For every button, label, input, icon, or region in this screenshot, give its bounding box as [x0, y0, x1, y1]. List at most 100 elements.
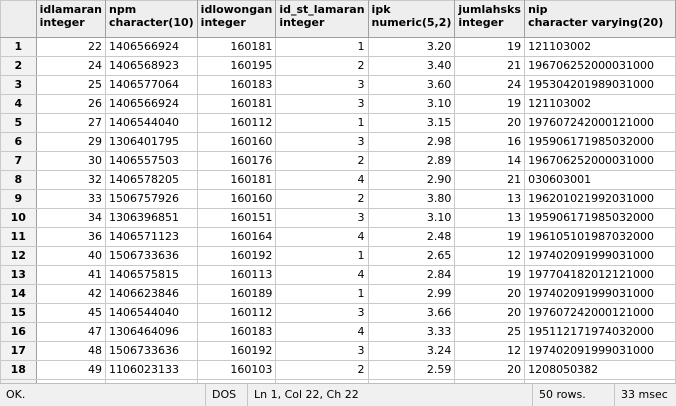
cell-jumlahsks[interactable]: 19 — [454, 37, 526, 57]
row-number[interactable]: 4 — [0, 94, 37, 114]
cell-ipk[interactable]: 2.84 — [367, 265, 456, 285]
cell-npm[interactable]: 1406575815 — [105, 265, 198, 285]
table-row[interactable]: 4 26 1406566924 160181 3 3.10 19 121103002 — [0, 94, 676, 114]
cell-idlowongan[interactable]: 160183 — [196, 75, 277, 95]
cell-idlamaran[interactable]: 47 — [35, 322, 107, 342]
cell-idlamaran[interactable]: 25 — [35, 75, 107, 95]
cell-idlowongan[interactable]: 160176 — [196, 151, 277, 171]
cell-nip[interactable]: 121103002 — [524, 37, 676, 57]
cell-ipk[interactable]: 2.89 — [367, 151, 456, 171]
cell-nip[interactable]: 198704262012121000 — [524, 379, 676, 383]
cell-npm[interactable]: 1306401795 — [105, 132, 198, 152]
cell-idlamaran[interactable]: 45 — [35, 303, 107, 323]
cell-nip[interactable]: 196105101987032000 — [524, 227, 676, 247]
row-number[interactable]: 3 — [0, 75, 37, 95]
cell-ipk[interactable]: 3.33 — [367, 322, 456, 342]
column-header-idlamaran[interactable]: idlamaran integer — [35, 0, 107, 38]
cell-nip[interactable]: 195112171974032000 — [524, 322, 676, 342]
column-header-nip[interactable]: nip character varying(20) — [524, 0, 676, 38]
cell-idlowongan[interactable]: 160181 — [196, 94, 277, 114]
cell-nip[interactable]: 197607242000121000 — [524, 113, 676, 133]
cell-npm[interactable]: 1406577064 — [105, 75, 198, 95]
cell-npm[interactable]: 1306396851 — [105, 208, 198, 228]
table-row[interactable]: 12 40 1506733636 160192 1 2.65 12 1974020919990… — [0, 246, 676, 266]
row-number[interactable]: 10 — [0, 208, 37, 228]
cell-ipk[interactable]: 3.60 — [367, 75, 456, 95]
cell-nip[interactable]: 196706252000031000 — [524, 56, 676, 76]
cell-ipk[interactable]: 4.00 — [367, 379, 456, 383]
cell-idlamaran[interactable]: 32 — [35, 170, 107, 190]
row-number[interactable]: 14 — [0, 284, 37, 304]
result-grid[interactable]: idlamaran integer npm character(10) idlowong… — [0, 0, 676, 383]
cell-id_st_lamaran[interactable]: 1 — [275, 284, 369, 304]
cell-npm[interactable]: 1506733636 — [105, 246, 198, 266]
cell-jumlahsks[interactable]: 14 — [454, 151, 526, 171]
cell-id_st_lamaran[interactable]: 2 — [275, 189, 369, 209]
cell-npm[interactable]: 1506689490 — [105, 379, 198, 383]
row-number[interactable]: 13 — [0, 265, 37, 285]
row-number[interactable]: 16 — [0, 322, 37, 342]
cell-jumlahsks[interactable]: 12 — [454, 246, 526, 266]
row-number[interactable]: 6 — [0, 132, 37, 152]
cell-nip[interactable]: 195906171985032000 — [524, 132, 676, 152]
table-row[interactable]: 17 48 1506733636 160192 3 3.24 12 1974020919990… — [0, 341, 676, 361]
cell-idlowongan[interactable]: 160183 — [196, 322, 277, 342]
cell-npm[interactable]: 1406544040 — [105, 113, 198, 133]
cell-ipk[interactable]: 3.40 — [367, 56, 456, 76]
cell-jumlahsks[interactable]: 13 — [454, 208, 526, 228]
cell-npm[interactable]: 1406566924 — [105, 94, 198, 114]
cell-idlamaran[interactable]: 40 — [35, 246, 107, 266]
cell-jumlahsks[interactable]: 24 — [454, 75, 526, 95]
cell-jumlahsks[interactable]: 20 — [454, 284, 526, 304]
cell-idlowongan[interactable]: 160103 — [196, 360, 277, 380]
cell-idlamaran[interactable]: 29 — [35, 132, 107, 152]
cell-npm[interactable]: 1406578205 — [105, 170, 198, 190]
cell-id_st_lamaran[interactable]: 1 — [275, 113, 369, 133]
cell-idlamaran[interactable]: 49 — [35, 360, 107, 380]
cell-ipk[interactable]: 3.24 — [367, 341, 456, 361]
cell-jumlahsks[interactable]: 20 — [454, 360, 526, 380]
cell-id_st_lamaran[interactable]: 3 — [275, 75, 369, 95]
cell-idlowongan[interactable]: 160192 — [196, 246, 277, 266]
table-row[interactable]: 8 32 1406578205 160181 4 2.90 21 030603001 — [0, 170, 676, 190]
cell-id_st_lamaran[interactable]: 2 — [275, 360, 369, 380]
corner-cell[interactable] — [0, 0, 37, 38]
cell-id_st_lamaran[interactable]: 1 — [275, 37, 369, 57]
row-number[interactable]: 11 — [0, 227, 37, 247]
table-row[interactable]: 1 22 1406566924 160181 1 3.20 19 121103002 — [0, 37, 676, 57]
cell-ipk[interactable]: 2.98 — [367, 132, 456, 152]
cell-npm[interactable]: 1406571123 — [105, 227, 198, 247]
cell-jumlahsks[interactable]: 21 — [454, 170, 526, 190]
cell-ipk[interactable]: 3.15 — [367, 113, 456, 133]
cell-id_st_lamaran[interactable]: 2 — [275, 151, 369, 171]
cell-idlowongan[interactable]: 160160 — [196, 189, 277, 209]
table-row[interactable]: 9 33 1506757926 160160 2 3.80 13 19620102199203… — [0, 189, 676, 209]
column-header-ipk[interactable]: ipk numeric(5,2) — [367, 0, 456, 38]
cell-nip[interactable]: 121103002 — [524, 94, 676, 114]
table-row[interactable]: 1951150668949016018924.00211987042620121… — [0, 379, 676, 383]
row-number[interactable]: 1 — [0, 37, 37, 57]
cell-idlamaran[interactable]: 48 — [35, 341, 107, 361]
cell-id_st_lamaran[interactable]: 1 — [275, 246, 369, 266]
cell-jumlahsks[interactable]: 20 — [454, 303, 526, 323]
cell-ipk[interactable]: 2.65 — [367, 246, 456, 266]
row-number[interactable]: 8 — [0, 170, 37, 190]
row-number[interactable]: 2 — [0, 56, 37, 76]
cell-jumlahsks[interactable]: 19 — [454, 227, 526, 247]
cell-nip[interactable]: 197402091999031000 — [524, 284, 676, 304]
cell-ipk[interactable]: 2.48 — [367, 227, 456, 247]
cell-nip[interactable]: 197607242000121000 — [524, 303, 676, 323]
cell-ipk[interactable]: 3.10 — [367, 94, 456, 114]
cell-nip[interactable]: 197402091999031000 — [524, 246, 676, 266]
table-row[interactable]: 16 47 1306464096 160183 4 3.33 25 1951121719740… — [0, 322, 676, 342]
table-row[interactable]: 14 42 1406623846 160189 1 2.99 20 1974020919990… — [0, 284, 676, 304]
table-row[interactable]: 13 41 1406575815 160113 4 2.84 19 1977041820121… — [0, 265, 676, 285]
cell-idlamaran[interactable]: 41 — [35, 265, 107, 285]
cell-idlamaran[interactable]: 42 — [35, 284, 107, 304]
cell-idlamaran[interactable]: 22 — [35, 37, 107, 57]
column-header-npm[interactable]: npm character(10) — [105, 0, 198, 38]
row-number[interactable]: 18 — [0, 360, 37, 380]
cell-idlowongan[interactable]: 160181 — [196, 37, 277, 57]
cell-idlamaran[interactable]: 33 — [35, 189, 107, 209]
cell-npm[interactable]: 1406568923 — [105, 56, 198, 76]
